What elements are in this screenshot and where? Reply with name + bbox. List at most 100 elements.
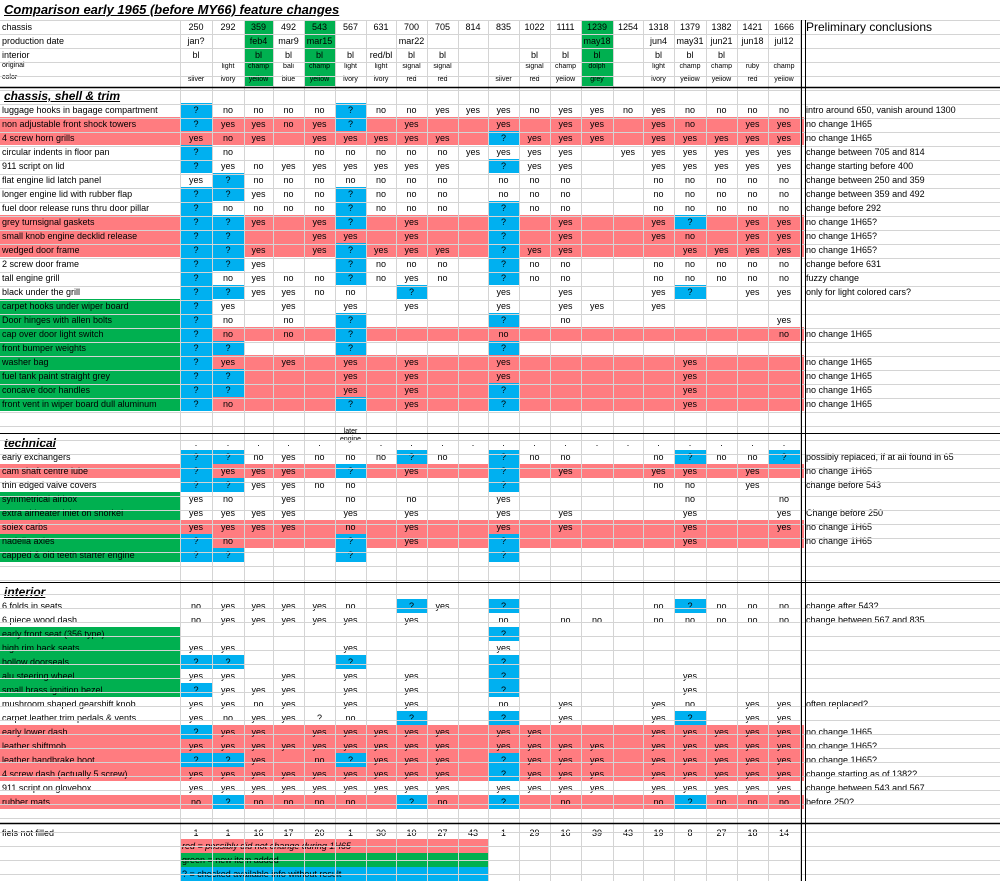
feature-value-cell: yes <box>682 536 697 546</box>
feature-row: thin edged valve covers?? yes yes no no? no no… <box>0 478 1000 492</box>
feature-value-cell: yes <box>496 357 511 367</box>
feature-value-cell: yes <box>651 727 666 737</box>
header-chassis-cell: 700 <box>403 22 420 32</box>
feature-row: extra airheater inlet on snorkel yes yes ye… <box>0 506 1000 520</box>
feature-value-cell <box>643 355 674 369</box>
header-original-cell <box>180 61 212 73</box>
feature-value-cell <box>458 655 488 669</box>
feature-row: washer bag? yes yes yes yes yes yes no change 1… <box>0 355 1000 369</box>
feature-value-cell <box>737 506 768 520</box>
feature-value-cell: yes <box>776 245 791 255</box>
feature-value-cell: yes <box>776 287 791 297</box>
header-production-date-cell: jun18 <box>741 36 764 46</box>
feature-value-cell: no <box>778 615 789 625</box>
feature-value-cell <box>550 383 581 397</box>
feature-value-cell <box>273 341 304 355</box>
feature-value-cell: ? <box>674 215 706 229</box>
feature-value-cell <box>396 627 427 641</box>
feature-value-cell: yes <box>404 161 419 171</box>
feature-value-cell: ? <box>335 655 366 669</box>
feature-value-cell: ? <box>180 257 212 271</box>
feature-value-cell: ? <box>335 201 366 215</box>
feature-value-cell <box>458 215 488 229</box>
feature-value-cell <box>613 781 643 795</box>
feature-label: 4 screw dash (actually 5 screw) <box>2 769 128 779</box>
feature-value-cell: no <box>716 273 727 283</box>
feature-value-cell: ? <box>180 327 212 341</box>
feature-value-cell: ? <box>674 450 706 464</box>
feature-value-cell <box>613 215 643 229</box>
feature-value-cell: yes <box>682 727 697 737</box>
feature-value-cell: ? <box>212 478 244 492</box>
feature-value-cell <box>581 450 613 464</box>
feature-value-cell: no <box>437 147 448 157</box>
feature-value-cell: ? <box>488 534 519 548</box>
feature-value-cell: no <box>560 797 571 807</box>
feature-value-cell: no <box>653 273 664 283</box>
feature-value-cell: yes <box>404 385 419 395</box>
header-color-cell: ivory <box>373 76 389 83</box>
feature-value-cell: yes <box>776 522 791 532</box>
header-chassis-cell: 1666 <box>773 22 795 32</box>
feature-value-cell: yes <box>343 769 358 779</box>
feature-value-cell: no <box>778 601 789 611</box>
header-interior-cell: bl <box>438 50 446 60</box>
feature-value-cell <box>427 299 458 313</box>
feature-value-cell: yes <box>745 466 760 476</box>
feature-value-cell <box>458 173 488 187</box>
feature-value-cell <box>768 627 800 641</box>
header-chassis-cell: 814 <box>465 22 481 32</box>
feature-value-cell: ? <box>180 285 212 299</box>
feature-value-cell <box>643 520 674 534</box>
feature-value-cell <box>273 753 304 767</box>
feature-value-cell: yes <box>682 245 697 255</box>
feature-value-cell: no <box>222 133 233 143</box>
feature-value-cell <box>366 613 396 627</box>
feature-value-cell: yes <box>558 741 573 751</box>
feature-value-cell <box>366 599 396 613</box>
feature-value-cell: yes <box>682 755 697 765</box>
header-production-date-cell: may18 <box>581 34 613 48</box>
feature-value-cell <box>581 795 613 809</box>
feature-value-cell <box>458 299 488 313</box>
feature-row: rubber mats no? no no no no? no? no no? no no no bef… <box>0 795 1000 809</box>
feature-value-cell: yes <box>682 385 697 395</box>
feature-row: alu steering wheel yes yes yes yes yes? yes <box>0 669 1000 683</box>
feature-value-cell <box>737 534 768 548</box>
section-marker-cell: . <box>657 438 660 448</box>
feature-value-cell <box>304 492 335 506</box>
feature-value-cell: no <box>406 494 417 504</box>
feature-value-cell <box>427 229 458 243</box>
feature-value-cell: yes <box>558 755 573 765</box>
feature-value-cell: no <box>345 480 356 490</box>
feature-value-cell <box>304 464 335 478</box>
feature-value-cell: yes <box>745 699 760 709</box>
feature-value-cell <box>304 655 335 669</box>
feature-value-cell <box>427 215 458 229</box>
feature-value-cell: ? <box>488 271 519 285</box>
feature-value-cell <box>396 313 427 327</box>
feature-value-cell <box>366 327 396 341</box>
feature-value-cell <box>737 327 768 341</box>
feature-row: cap over door light switch? no no? no no no c… <box>0 327 1000 341</box>
feature-label: flat engine lid latch panel <box>2 175 102 185</box>
feature-value-cell <box>613 492 643 506</box>
feature-row: 2 screw door frame?? yes? no no no? no no no no n… <box>0 257 1000 271</box>
feature-value-cell: yes <box>776 699 791 709</box>
feature-value-cell: yes <box>527 245 542 255</box>
section-marker-cell: . <box>751 438 754 448</box>
feature-value-cell <box>706 229 737 243</box>
feature-value-cell: ? <box>180 145 212 159</box>
feature-value-cell: yes <box>496 147 511 157</box>
feature-value-cell <box>366 117 396 131</box>
feature-value-cell: yes <box>251 685 266 695</box>
feature-value-cell: ? <box>180 725 212 739</box>
header-label: chassis <box>2 22 33 32</box>
feature-value-cell: ? <box>488 159 519 173</box>
legend-red-row: red = possibly did not change during 1H6… <box>0 839 1000 853</box>
header-chassis-cell: 1382 <box>711 22 732 32</box>
feature-value-cell: ? <box>180 655 212 669</box>
feature-value-cell: no <box>778 797 789 807</box>
feature-row: carpet hooks under wiper board? yes yes yes… <box>0 299 1000 313</box>
feature-value-cell <box>304 548 335 562</box>
